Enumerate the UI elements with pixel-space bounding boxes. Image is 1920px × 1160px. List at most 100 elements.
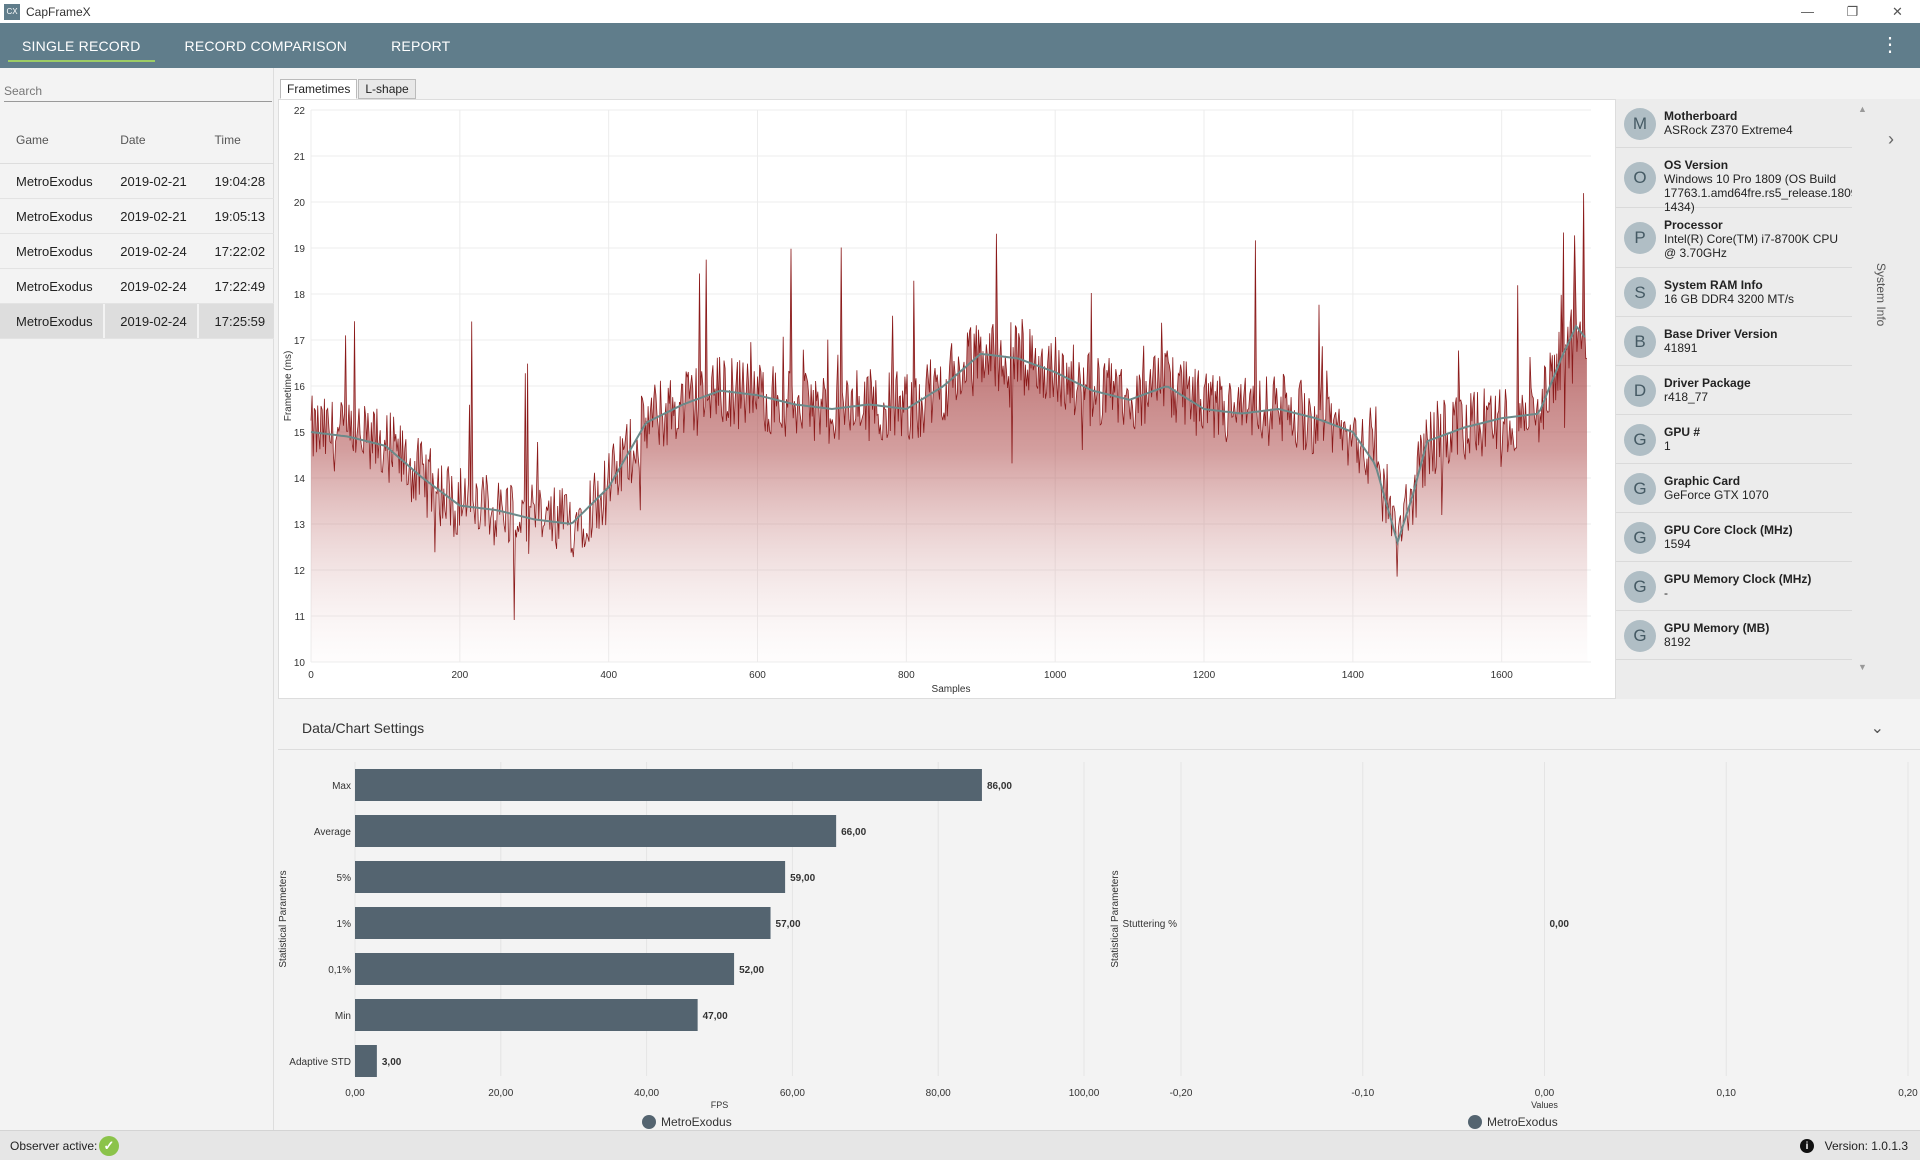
record-list-panel: Game Date Time MetroExodus 2019-02-21 19… — [0, 68, 274, 1130]
system-info-rail: › System Info — [1852, 99, 1920, 699]
system-info-name: Motherboard — [1664, 109, 1738, 123]
info-icon: i — [1800, 1139, 1814, 1153]
chart-tabs: Frametimes L-shape — [280, 79, 417, 99]
system-info-value: r418_77 — [1664, 390, 1709, 404]
bar — [355, 815, 837, 847]
table-row[interactable]: MetroExodus 2019-02-24 17:22:02 — [0, 234, 274, 269]
check-icon: ✓ — [99, 1136, 119, 1156]
statistics-charts: 0,00 20,00 40,00 60,00 80,00 100,00 Max 86,00 Av… — [278, 762, 1918, 1129]
bar — [355, 953, 735, 985]
system-info-value: ASRock Z370 Extreme4 — [1664, 123, 1793, 137]
category-label: Adaptive STD — [289, 1057, 351, 1068]
tab-frametimes[interactable]: Frametimes — [280, 79, 358, 99]
system-info-avatar: M — [1624, 107, 1656, 140]
system-info-name: Processor — [1664, 218, 1723, 232]
legend-marker — [1468, 1115, 1482, 1129]
y-axis-label: Frametime (ms) — [283, 351, 294, 422]
system-info-label: System Info — [1874, 263, 1888, 327]
table-row-selected[interactable]: MetroExodus 2019-02-24 17:25:59 — [0, 304, 274, 339]
frametime-chart-panel: 10 11 12 13 14 15 16 17 18 19 20 21 22 0 200 400 600 800 1… — [278, 99, 1616, 699]
x-tick-label: 0,00 — [345, 1088, 365, 1099]
x-tick-label: 20,00 — [488, 1088, 513, 1099]
tab-l-shape[interactable]: L-shape — [358, 79, 416, 99]
system-info-name: GPU Core Clock (MHz) — [1664, 523, 1793, 537]
system-info-avatar: D — [1624, 374, 1656, 407]
y-tick-label: 18 — [294, 290, 306, 301]
minimize-button[interactable]: — — [1785, 0, 1830, 23]
records-header: Game Date Time — [0, 116, 274, 164]
cell-game: MetroExodus — [16, 173, 93, 189]
tab-report[interactable]: REPORT — [391, 37, 451, 54]
system-info-item: O OS Version Windows 10 Pro 1809 (OS Build… — [1616, 148, 1852, 214]
bar-value-label: 57,00 — [776, 919, 801, 930]
system-info-name: GPU # — [1664, 425, 1701, 439]
system-info-name: System RAM Info — [1664, 278, 1763, 292]
system-info-name: Graphic Card — [1664, 474, 1741, 488]
tab-single-record[interactable]: SINGLE RECORD — [0, 23, 163, 68]
chevron-right-icon[interactable]: › — [1888, 129, 1894, 149]
system-info-item: G GPU #1 — [1616, 415, 1852, 464]
column-header-time[interactable]: Time — [214, 132, 241, 147]
version-label: Version: 1.0.1.3 — [1824, 1139, 1908, 1153]
system-info-value: 41891 — [1664, 341, 1698, 355]
system-info-name: OS Version — [1664, 158, 1729, 172]
tab-record-comparison[interactable]: RECORD COMPARISON — [184, 37, 348, 54]
data-chart-settings-bar[interactable]: Data/Chart Settings ⌄ — [278, 706, 1920, 750]
close-button[interactable]: ✕ — [1875, 0, 1920, 23]
restore-button[interactable]: ❐ — [1830, 0, 1875, 23]
system-info-name: Driver Package — [1664, 376, 1751, 390]
scroll-down-icon[interactable]: ▼ — [1858, 662, 1867, 672]
legend-label: MetroExodus — [1487, 1115, 1558, 1129]
x-tick-label: 800 — [898, 670, 915, 681]
statistics-panel: 0,00 20,00 40,00 60,00 80,00 100,00 Max 86,00 Av… — [278, 756, 1920, 1130]
x-tick-label: 0,00 — [1535, 1088, 1555, 1099]
cell-date: 2019-02-21 — [120, 208, 187, 224]
records-table: Game Date Time MetroExodus 2019-02-21 19… — [0, 116, 274, 339]
y-tick-label: 14 — [294, 474, 306, 485]
system-info-avatar: P — [1624, 222, 1656, 254]
y-tick-label: 19 — [294, 244, 306, 255]
column-header-date[interactable]: Date — [120, 132, 146, 147]
system-info-avatar: G — [1624, 619, 1656, 652]
app-logo-icon: CX — [4, 3, 20, 20]
status-bar: Observer active: ✓ i Version: 1.0.1.3 — [0, 1130, 1920, 1160]
category-label: 1% — [337, 919, 352, 930]
window-title: CapFrameX — [26, 4, 91, 19]
bar-value-label: 47,00 — [703, 1011, 728, 1022]
table-row[interactable]: MetroExodus 2019-02-21 19:04:28 — [0, 164, 274, 199]
chevron-down-icon[interactable]: ⌄ — [1870, 720, 1884, 737]
system-info-panel: M Motherboard ASRock Z370 Extreme4 O OS Vers… — [1616, 99, 1852, 699]
system-info-avatar: S — [1624, 276, 1656, 309]
cell-time: 17:25:59 — [198, 304, 274, 338]
x-tick-label: 200 — [451, 670, 468, 681]
system-info-item: B Base Driver Version 41891 — [1616, 317, 1852, 366]
scroll-up-icon[interactable]: ▲ — [1858, 104, 1867, 114]
system-info-value: 16 GB DDR4 3200 MT/s — [1664, 292, 1795, 306]
x-tick-label: 1200 — [1193, 670, 1216, 681]
cell-time: 17:22:49 — [214, 278, 266, 294]
cell-time: 19:05:13 — [214, 208, 266, 224]
system-info-item: G GPU Core Clock (MHz) 1594 — [1616, 513, 1852, 562]
system-info-item: G GPU Memory (MB) 8192 — [1616, 611, 1852, 660]
bar — [355, 861, 786, 893]
kebab-menu-icon[interactable]: ⋮ — [1880, 34, 1900, 56]
cell-date: 2019-02-24 — [120, 278, 187, 294]
system-info-item: D Driver Package r418_77 — [1616, 366, 1852, 415]
system-info-value: GeForce GTX 1070 — [1664, 488, 1769, 502]
system-info-avatar: O — [1624, 162, 1656, 194]
main-nav: SINGLE RECORD RECORD COMPARISON REPORT ⋮ — [0, 23, 1920, 68]
close-icon: ✕ — [1892, 3, 1903, 19]
search-input[interactable] — [4, 80, 272, 102]
x-tick-label: 1400 — [1342, 670, 1365, 681]
table-row[interactable]: MetroExodus 2019-02-24 17:22:49 — [0, 269, 274, 304]
system-info-name: GPU Memory (MB) — [1664, 621, 1770, 635]
category-label: Min — [335, 1011, 351, 1022]
x-axis-label: Values — [1531, 1100, 1558, 1110]
system-info-value: 1594 — [1664, 537, 1691, 551]
cell-game: MetroExodus — [16, 243, 93, 259]
column-header-game[interactable]: Game — [16, 132, 49, 147]
system-info-value: Windows 10 Pro 1809 (OS Build 17763.1.am… — [1664, 172, 1852, 214]
cell-date: 2019-02-21 — [120, 173, 187, 189]
table-row[interactable]: MetroExodus 2019-02-21 19:05:13 — [0, 199, 274, 234]
y-tick-label: 12 — [294, 566, 306, 577]
